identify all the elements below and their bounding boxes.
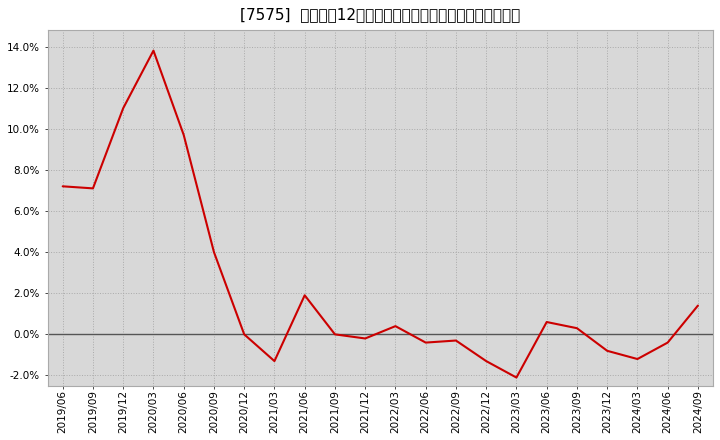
Title: [7575]  売上高の12か月移動合計の対前年同期増減率の推移: [7575] 売上高の12か月移動合計の対前年同期増減率の推移 [240,7,521,22]
